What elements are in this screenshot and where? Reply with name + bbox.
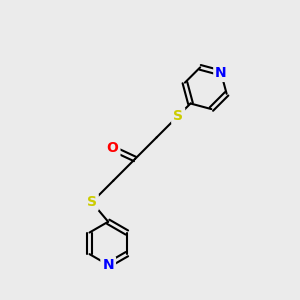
Text: N: N — [215, 66, 227, 80]
Text: O: O — [106, 142, 119, 155]
Text: S: S — [87, 195, 97, 209]
Text: N: N — [102, 258, 114, 272]
Text: S: S — [173, 109, 183, 123]
